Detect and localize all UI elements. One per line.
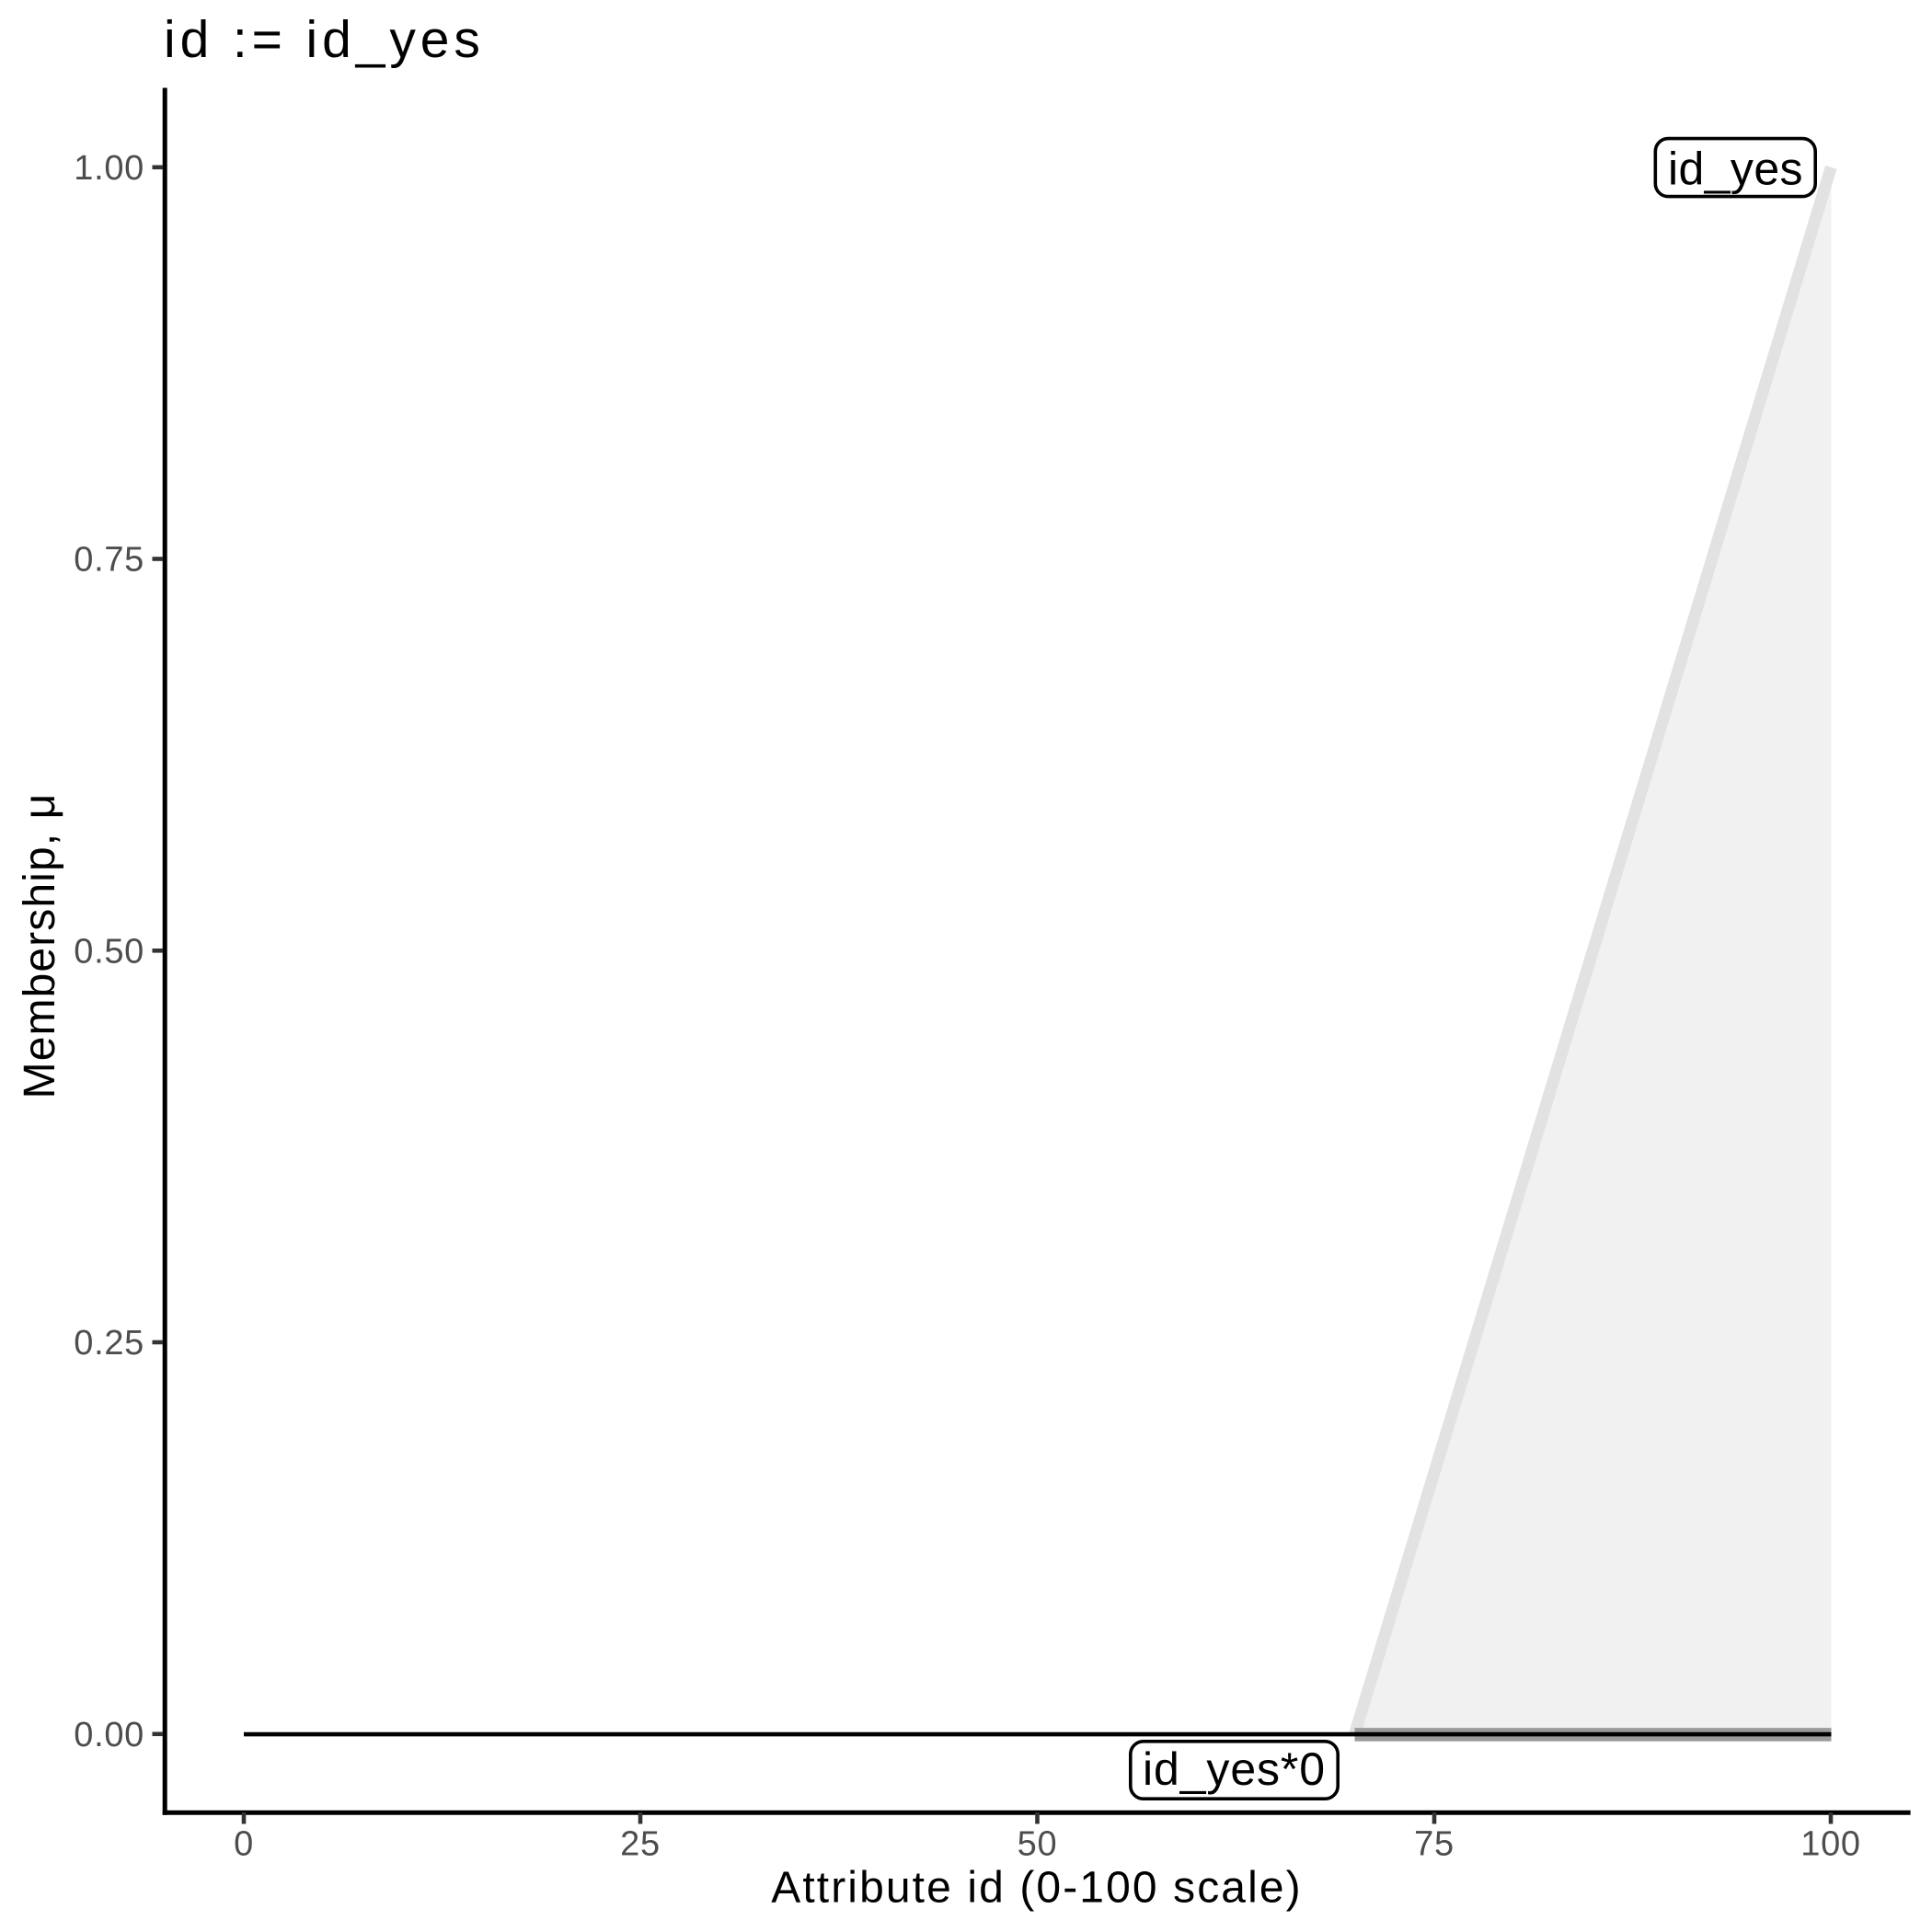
svg-text:25: 25: [620, 1825, 661, 1864]
svg-text:id := id_yes: id := id_yes: [164, 10, 485, 69]
svg-text:50: 50: [1018, 1825, 1058, 1864]
svg-text:1.00: 1.00: [74, 149, 144, 188]
svg-text:100: 100: [1800, 1825, 1861, 1864]
svg-text:0.50: 0.50: [74, 932, 144, 971]
svg-text:75: 75: [1414, 1825, 1455, 1864]
svg-text:id_yes*0: id_yes*0: [1143, 1743, 1326, 1795]
svg-text:0: 0: [234, 1825, 254, 1864]
svg-text:0.75: 0.75: [74, 541, 144, 580]
svg-text:Attribute id (0-100 scale): Attribute id (0-100 scale): [771, 1864, 1303, 1913]
svg-text:0.25: 0.25: [74, 1324, 144, 1363]
svg-text:0.00: 0.00: [74, 1716, 144, 1754]
svg-text:Membership, μ: Membership, μ: [16, 793, 64, 1099]
svg-text:id_yes: id_yes: [1668, 144, 1803, 195]
